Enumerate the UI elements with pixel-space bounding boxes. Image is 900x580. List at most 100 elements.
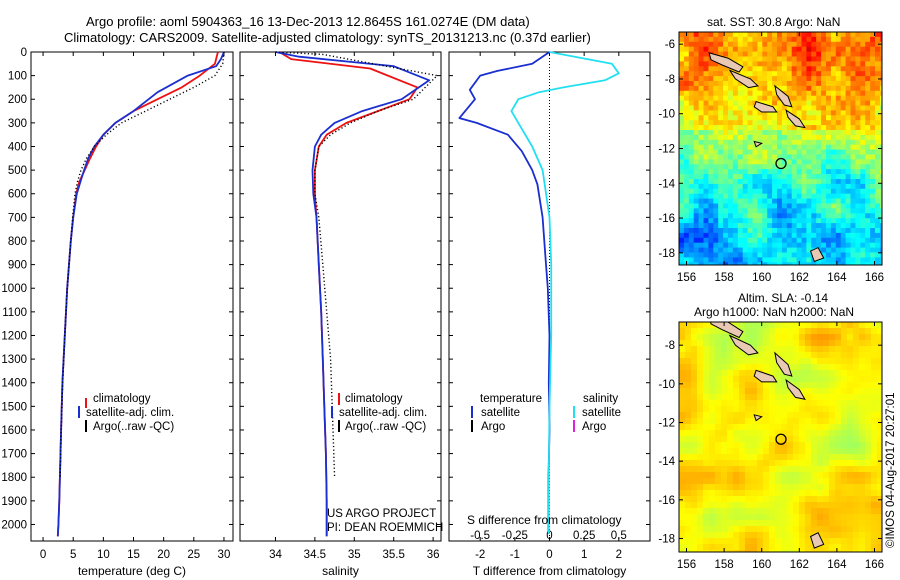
grid-cell bbox=[693, 223, 699, 229]
grid-cell bbox=[787, 358, 794, 365]
grid-cell bbox=[801, 179, 807, 185]
island-coastline bbox=[809, 246, 825, 263]
grid-cell bbox=[727, 550, 734, 552]
grid-cell bbox=[721, 334, 728, 341]
grid-cell bbox=[723, 193, 729, 199]
grid-cell bbox=[713, 228, 719, 234]
grid-cell bbox=[723, 51, 729, 57]
grid-cell bbox=[715, 388, 722, 395]
grid-cell bbox=[806, 232, 812, 239]
grid-cell bbox=[709, 538, 716, 545]
grid-cell bbox=[870, 51, 876, 57]
grid-cell bbox=[777, 139, 783, 146]
grid-cell bbox=[811, 472, 818, 479]
grid-cell bbox=[762, 218, 768, 224]
grid-cell bbox=[703, 139, 709, 146]
grid-cell bbox=[723, 257, 729, 263]
grid-cell bbox=[865, 460, 872, 467]
grid-cell bbox=[870, 125, 876, 131]
grid-cell bbox=[860, 198, 866, 204]
grid-cell bbox=[747, 183, 753, 190]
grid-cell bbox=[742, 188, 748, 195]
grid-cell bbox=[845, 188, 851, 195]
grid-cell bbox=[781, 466, 788, 473]
grid-cell bbox=[853, 484, 860, 491]
grid-cell bbox=[799, 358, 806, 365]
grid-cell bbox=[879, 228, 882, 234]
grid-cell bbox=[683, 76, 690, 82]
grid-cell bbox=[767, 174, 773, 180]
grid-cell bbox=[728, 105, 734, 111]
grid-cell bbox=[733, 460, 740, 467]
grid-cell bbox=[829, 520, 836, 527]
grid-cell bbox=[703, 382, 710, 389]
grid-cell bbox=[745, 484, 752, 491]
grid-cell bbox=[865, 496, 872, 503]
grid-cell bbox=[703, 218, 709, 224]
grid-cell bbox=[830, 232, 837, 239]
grid-cell bbox=[845, 232, 851, 239]
grid-cell bbox=[875, 257, 881, 263]
grid-cell bbox=[777, 115, 783, 121]
grid-cell bbox=[691, 460, 698, 467]
grid-cell bbox=[777, 149, 783, 155]
grid-cell bbox=[745, 526, 752, 533]
grid-cell bbox=[747, 247, 753, 253]
grid-cell bbox=[865, 252, 871, 258]
grid-cell bbox=[841, 388, 848, 395]
grid-cell bbox=[865, 164, 871, 170]
grid-cell bbox=[816, 41, 822, 48]
grid-cell bbox=[728, 90, 734, 97]
grid-cell bbox=[762, 232, 768, 239]
grid-cell bbox=[875, 213, 881, 219]
grid-cell bbox=[805, 508, 812, 515]
grid-cell bbox=[829, 346, 836, 353]
grid-cell bbox=[811, 154, 817, 160]
grid-cell bbox=[739, 424, 746, 431]
grid-cell bbox=[791, 169, 797, 175]
grid-cell bbox=[708, 203, 714, 209]
grid-cell bbox=[747, 95, 753, 101]
grid-cell bbox=[732, 159, 739, 165]
grid-cell bbox=[772, 76, 778, 82]
grid-cell bbox=[703, 538, 710, 545]
grid-cell bbox=[796, 228, 802, 234]
grid-cell bbox=[830, 203, 837, 209]
grid-cell bbox=[698, 56, 704, 62]
grid-cell bbox=[806, 134, 812, 141]
grid-cell bbox=[865, 130, 871, 136]
grid-cell bbox=[811, 424, 818, 431]
grid-cell bbox=[721, 358, 728, 365]
grid-cell bbox=[786, 203, 793, 209]
grid-cell bbox=[871, 466, 878, 473]
grid-cell bbox=[801, 90, 807, 97]
grid-cell bbox=[829, 472, 836, 479]
grid-cell bbox=[723, 81, 729, 87]
figure-title-line2: Climatology: CARS2009. Satellite-adjuste… bbox=[64, 30, 591, 45]
grid-cell bbox=[762, 149, 768, 155]
grid-cell bbox=[757, 412, 764, 419]
grid-cell bbox=[767, 208, 773, 214]
grid-cell bbox=[708, 41, 714, 48]
grid-cell bbox=[715, 514, 722, 521]
grid-cell bbox=[816, 76, 822, 82]
grid-cell bbox=[821, 76, 827, 82]
grid-cell bbox=[860, 218, 866, 224]
grid-cell bbox=[845, 95, 851, 101]
grid-cell bbox=[816, 139, 822, 146]
grid-cell bbox=[767, 203, 773, 209]
grid-cell bbox=[723, 169, 729, 175]
grid-cell bbox=[826, 134, 832, 141]
grid-cell bbox=[698, 51, 704, 57]
grid-cell bbox=[683, 242, 690, 248]
grid-cell bbox=[811, 95, 817, 101]
grid-cell bbox=[713, 183, 719, 190]
grid-cell bbox=[697, 382, 704, 389]
grid-cell bbox=[801, 85, 807, 92]
grid-cell bbox=[721, 520, 728, 527]
grid-cell bbox=[879, 110, 882, 116]
grid-cell bbox=[757, 174, 763, 180]
grid-cell bbox=[806, 66, 812, 72]
grid-cell bbox=[683, 36, 690, 43]
grid-cell bbox=[693, 130, 699, 136]
